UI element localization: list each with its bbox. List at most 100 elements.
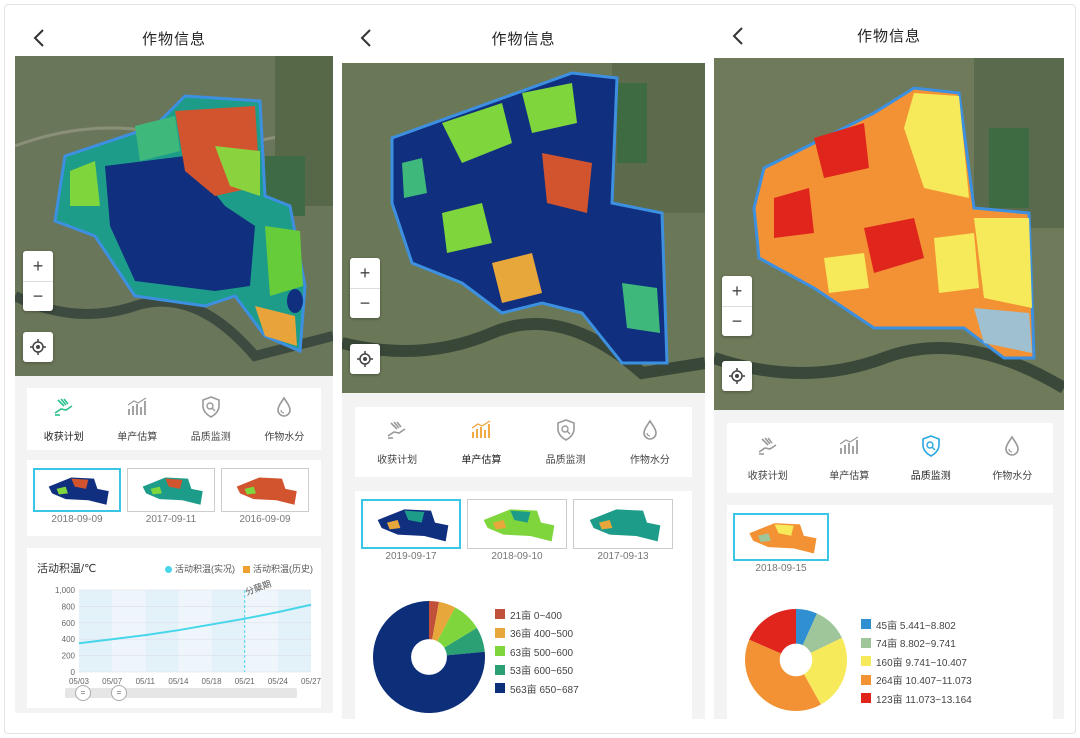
back-button[interactable] (728, 24, 748, 48)
harvest-hand-icon (756, 434, 780, 461)
tab-label: 作物水分 (992, 471, 1033, 482)
tab-water-drop[interactable]: 作物水分 (248, 395, 322, 443)
history-thumbnail[interactable]: 2016-09-09 (221, 468, 309, 525)
tab-label: 单产估算 (461, 455, 502, 466)
legend-item: 21亩 0~400 (495, 605, 579, 624)
thumbnail-date: 2017-09-11 (145, 514, 197, 525)
legend-swatch (495, 609, 505, 620)
function-tabs: 收获计划 单产估算 品质监测 作物水分 (27, 388, 321, 450)
x-tick-label: 05/07 (102, 677, 123, 686)
legend-swatch (861, 674, 871, 685)
thumbnail-image (127, 468, 215, 512)
chart-title: 活动积温/℃ (37, 563, 97, 575)
legend-item: 53亩 600~650 (495, 661, 579, 680)
locate-icon (30, 339, 46, 355)
pie-slice[interactable] (796, 613, 842, 660)
pie-slice[interactable] (749, 609, 796, 660)
water-drop-icon (272, 395, 296, 422)
legend-swatch (495, 627, 505, 638)
quality-shield-icon (199, 395, 223, 422)
tab-yield-bar[interactable]: 单产估算 (439, 418, 523, 466)
thumbnail-image (573, 499, 673, 549)
back-button[interactable] (356, 26, 376, 50)
legend-swatch (495, 646, 505, 657)
yield-bar-icon (125, 395, 149, 422)
map-view[interactable]: + − (714, 58, 1064, 410)
chevron-left-icon (33, 29, 44, 47)
zoom-control: + − (350, 258, 380, 318)
zoom-in-button[interactable]: + (731, 280, 743, 301)
zoom-in-button[interactable]: + (32, 255, 44, 276)
tab-yield-bar[interactable]: 单产估算 (809, 434, 891, 482)
tab-label: 单产估算 (117, 432, 158, 443)
zoom-out-button[interactable]: − (722, 306, 752, 336)
yield-bar-icon (469, 418, 493, 445)
history-thumbnails: 2018-09-09 2017-09-11 2016-09-09 (27, 460, 321, 536)
chart-band (244, 590, 278, 672)
pie-slice[interactable] (745, 639, 821, 711)
legend-label: 74亩 8.802~9.741 (876, 639, 956, 651)
tab-water-drop[interactable]: 作物水分 (972, 434, 1054, 482)
map-view[interactable]: + − (342, 63, 705, 393)
page-title: 作物信息 (491, 30, 556, 48)
legend-label: 63亩 500~600 (510, 647, 574, 659)
zoom-out-button[interactable]: − (350, 288, 380, 318)
slider-handle-end[interactable]: = (111, 685, 127, 701)
tab-yield-bar[interactable]: 单产估算 (101, 395, 175, 443)
history-thumbnail[interactable]: 2017-09-11 (127, 468, 215, 525)
x-tick-label: 05/11 (136, 677, 156, 686)
thumbnail-date: 2019-09-17 (385, 551, 437, 562)
tab-quality-shield[interactable]: 品质监测 (890, 434, 972, 482)
series-line-actual (78, 603, 312, 645)
map-view[interactable]: + − (15, 56, 333, 376)
legend-swatch (861, 656, 871, 667)
tab-label: 单产估算 (829, 471, 870, 482)
legend-item: 563亩 650~687 (495, 679, 579, 698)
chart-band (211, 590, 245, 672)
back-button[interactable] (29, 26, 49, 50)
x-tick-label: 05/21 (235, 677, 256, 686)
tab-label: 品质监测 (190, 432, 231, 443)
water-drop-icon (638, 418, 662, 445)
zoom-in-button[interactable]: + (359, 262, 371, 283)
tab-harvest-hand[interactable]: 收获计划 (727, 434, 809, 482)
tab-label: 品质监测 (545, 455, 586, 466)
locate-button[interactable] (23, 332, 53, 362)
legend-label: 563亩 650~687 (510, 684, 579, 696)
slider-handle-start[interactable]: = (75, 685, 91, 701)
history-thumbnail[interactable]: 2018-09-09 (33, 468, 121, 525)
chart-band (112, 590, 146, 672)
thumbnail-image (33, 468, 121, 512)
legend-swatch (495, 683, 505, 694)
chevron-left-icon (360, 29, 371, 47)
y-tick-label: 800 (62, 602, 76, 611)
tab-water-drop[interactable]: 作物水分 (608, 418, 692, 466)
legend-item: 36亩 400~500 (495, 624, 579, 643)
page-title: 作物信息 (856, 28, 921, 45)
pie-legend: 45亩 5.441~8.802 74亩 8.802~9.741 160亩 9.741… (861, 615, 972, 708)
thumbnail-image (361, 499, 461, 549)
tab-harvest-hand[interactable]: 收获计划 (355, 418, 439, 466)
pie-chart (745, 609, 847, 711)
legend-item: 74亩 8.802~9.741 (861, 634, 972, 653)
x-tick-label: 05/27 (301, 677, 321, 686)
legend-swatch (861, 619, 871, 630)
legend-item: 63亩 500~600 (495, 642, 579, 661)
locate-button[interactable] (722, 361, 752, 391)
time-slider[interactable]: = = (65, 685, 297, 701)
legend-label: 45亩 5.441~8.802 (876, 620, 956, 632)
tab-harvest-hand[interactable]: 收获计划 (27, 395, 101, 443)
tab-quality-shield[interactable]: 品质监测 (524, 418, 608, 466)
locate-icon (357, 351, 373, 367)
legend-label: 160亩 9.741~10.407 (876, 657, 967, 669)
history-thumbnail[interactable]: 2018-09-10 (467, 499, 567, 562)
panel-quality-monitor: 作物信息 + − 收获计划 单产估算 品质监测 作物水分 2 (714, 13, 1064, 719)
history-thumbnail[interactable]: 2019-09-17 (361, 499, 461, 562)
history-thumbnail[interactable]: 2018-09-15 (733, 513, 829, 574)
legend-item: 264亩 10.407~11.073 (861, 671, 972, 690)
satellite-map (714, 58, 1064, 410)
history-thumbnail[interactable]: 2017-09-13 (573, 499, 673, 562)
locate-button[interactable] (350, 344, 380, 374)
tab-quality-shield[interactable]: 品质监测 (174, 395, 248, 443)
zoom-out-button[interactable]: − (23, 281, 53, 311)
